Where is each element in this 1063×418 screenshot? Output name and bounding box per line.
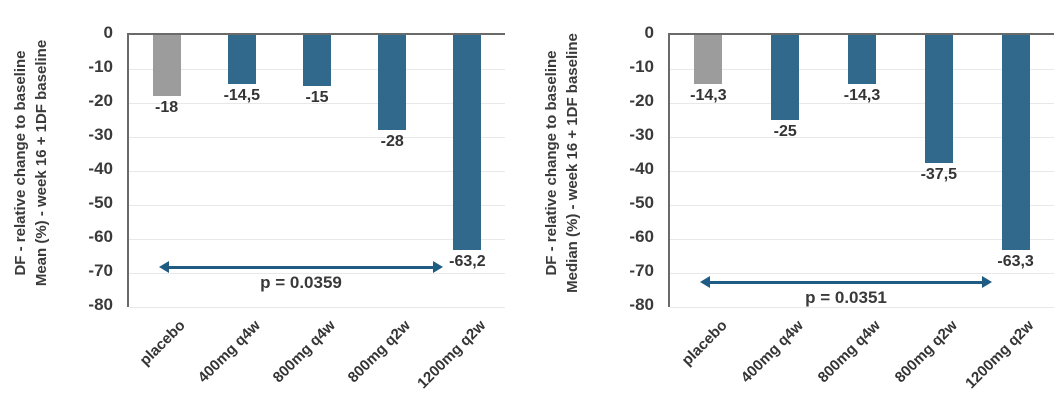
grid-line <box>670 273 1054 274</box>
y-tick-label: -20 <box>629 91 654 110</box>
significance-arrow <box>700 276 992 288</box>
grid-line <box>129 273 505 274</box>
bar-1200mg-q2w <box>453 35 482 250</box>
plot-area: -18 -14,5 -15 -28 -63,2 p = 0.0359 placebo 40… <box>127 33 505 392</box>
x-axis-category-labels: placebo 400mg q4w 800mg q4w 800mg q2w 1200mg… <box>129 307 505 418</box>
bar-800mg-q2w <box>378 35 407 131</box>
bar-800mg-q2w <box>924 35 953 163</box>
p-value-label: p = 0.0351 <box>805 288 887 307</box>
y-tick-label: -10 <box>629 57 654 76</box>
bar-800mg-q4w <box>848 35 876 84</box>
arrow-right-head-icon <box>982 276 992 288</box>
grid-line <box>129 239 505 240</box>
bar-placebo <box>152 35 181 97</box>
y-tick-label: -70 <box>88 261 113 280</box>
x-category-label: placebo <box>136 317 189 370</box>
y-tick-label: -80 <box>629 295 654 314</box>
y-tick-label: -60 <box>629 227 654 246</box>
y-tick-label: -30 <box>629 125 654 144</box>
x-category-label: placebo <box>678 317 731 370</box>
y-tick-label: -70 <box>629 261 654 280</box>
chart-median: DF - relative change to baseline Median … <box>531 0 1063 418</box>
y-tick-label: -30 <box>88 125 113 144</box>
bar-value-label: -18 <box>155 99 179 117</box>
y-tick-label: -50 <box>88 193 113 212</box>
plot-area: -14,3 -25 -14,3 -37,5 -63,3 p = 0.0351 place… <box>668 33 1054 392</box>
grid-line <box>129 103 505 104</box>
grid-line <box>670 171 1054 172</box>
grid-line <box>129 171 505 172</box>
y-tick-label: -40 <box>88 159 113 178</box>
bar-400mg-q4w <box>771 35 800 120</box>
x-category-label: 800mg q4w <box>269 317 340 387</box>
grid-line <box>129 307 505 308</box>
y-axis-tick-labels: 0 -10 -20 -30 -40 -50 -60 -70 -80 <box>0 24 120 314</box>
bar-value-label: -28 <box>380 133 404 151</box>
x-axis-category-labels: placebo 400mg q4w 800mg q4w 800mg q2w 1200mg… <box>670 307 1054 418</box>
x-category-label: 800mg q2w <box>345 317 415 387</box>
bar-value-label: -37,5 <box>920 165 958 183</box>
bar-800mg-q4w <box>303 35 331 86</box>
x-category-label: 400mg q4w <box>194 317 264 387</box>
p-value-label: p = 0.0359 <box>260 273 342 292</box>
bar-value-label: -15 <box>305 89 329 106</box>
bar-400mg-q4w <box>227 35 256 85</box>
bar-value-label: -14,3 <box>843 86 881 104</box>
arrow-line <box>710 280 982 284</box>
y-tick-label: -10 <box>88 57 113 76</box>
bar-placebo <box>694 35 723 84</box>
x-category-label: 800mg q4w <box>814 317 885 387</box>
y-tick-label: -40 <box>629 159 654 178</box>
y-tick-label: -20 <box>88 91 113 110</box>
y-tick-label: -50 <box>629 193 654 212</box>
bar-1200mg-q2w <box>1001 35 1030 251</box>
x-category-label: 1200mg q2w <box>962 317 1038 393</box>
grid-line <box>670 205 1054 206</box>
arrow-right-head-icon <box>433 261 443 273</box>
x-category-label: 800mg q2w <box>891 317 961 387</box>
bar-value-label: -14,5 <box>223 87 261 105</box>
grid-line <box>129 137 505 138</box>
arrow-line <box>169 265 433 269</box>
grid-line <box>670 103 1054 104</box>
bar-value-label: -63,3 <box>997 253 1034 271</box>
significance-arrow <box>159 261 443 273</box>
arrow-left-head-icon <box>159 261 169 273</box>
grid-line <box>670 307 1054 308</box>
x-category-label: 1200mg q2w <box>414 317 490 393</box>
y-tick-label: 0 <box>644 23 654 42</box>
y-tick-label: -80 <box>88 295 113 314</box>
x-category-label: 400mg q4w <box>738 317 808 387</box>
y-tick-label: 0 <box>103 23 113 42</box>
y-tick-label: -60 <box>88 227 113 246</box>
chart-mean: DF - relative change to baseline Mean (%… <box>0 0 531 418</box>
grid-line <box>670 137 1054 138</box>
grid-line <box>670 239 1054 240</box>
bar-value-label: -14,3 <box>690 86 727 104</box>
bars-layer: -14,3 -25 -14,3 -37,5 -63,3 <box>670 35 1054 307</box>
bars-layer: -18 -14,5 -15 -28 -63,2 <box>129 35 505 307</box>
arrow-left-head-icon <box>700 276 710 288</box>
bar-value-label: -63,2 <box>449 252 486 270</box>
y-axis-tick-labels: 0 -10 -20 -30 -40 -50 -60 -70 -80 <box>531 24 661 314</box>
grid-line <box>129 205 505 206</box>
bar-value-label: -25 <box>773 123 797 140</box>
